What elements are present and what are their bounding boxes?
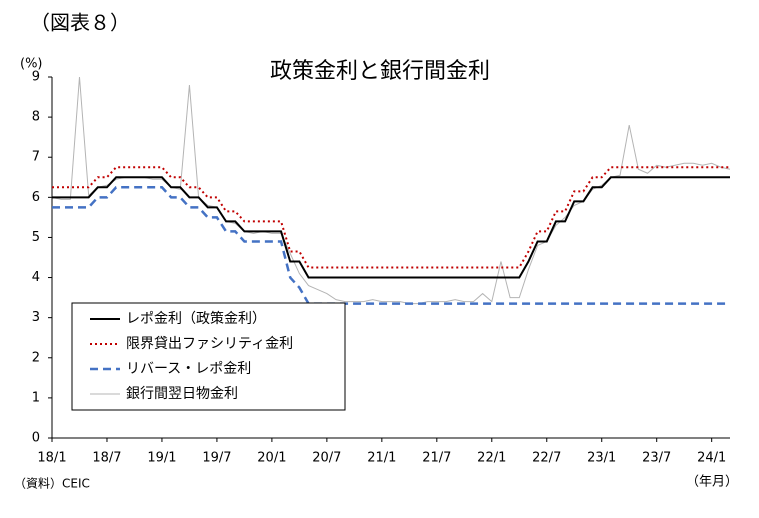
legend-label: リバース・レポ金利 (126, 361, 251, 377)
y-tick-label: 8 (32, 110, 40, 125)
y-tick-label: 4 (32, 270, 40, 285)
y-tick-label: 3 (32, 310, 40, 325)
y-tick-label: 9 (32, 70, 40, 85)
figure-label: （図表８） (30, 11, 130, 35)
y-tick-label: 0 (32, 431, 40, 446)
y-tick-label: 2 (32, 350, 40, 365)
y-axis-label: (%) (20, 57, 43, 72)
legend-label: レポ金利（政策金利） (126, 310, 266, 327)
y-tick-label: 5 (32, 230, 40, 245)
x-tick-label: 19/7 (202, 451, 231, 466)
y-tick-label: 7 (32, 150, 40, 165)
series-line (51, 76, 731, 305)
legend-label: 銀行間翌日物金利 (126, 386, 238, 402)
legend-label: 限界貸出ファシリティ金利 (126, 336, 293, 352)
source: （資料）CEIC (14, 477, 90, 491)
x-tick-label: 21/7 (422, 451, 451, 466)
series-line (52, 176, 730, 279)
x-tick-label: 21/1 (367, 451, 396, 466)
chart-title: 政策金利と銀行間金利 (270, 59, 490, 84)
x-tick-label: 23/7 (642, 451, 671, 466)
x-tick-label: 24/1 (697, 451, 726, 466)
series-line (52, 166, 730, 269)
x-tick-label: 20/1 (257, 451, 286, 466)
x-tick-label: 22/1 (477, 451, 506, 466)
x-tick-label: 23/1 (587, 451, 616, 466)
x-tick-label: 20/7 (312, 451, 341, 466)
x-tick-label: 19/1 (147, 451, 176, 466)
legend-box (71, 302, 346, 411)
x-tick-label: 18/7 (92, 451, 121, 466)
x-tick-label: 22/7 (532, 451, 561, 466)
x-axis-label: （年月） (686, 475, 738, 490)
x-tick-label: 18/1 (37, 451, 66, 466)
series-line (52, 186, 730, 305)
y-tick-label: 6 (32, 190, 40, 205)
y-tick-label: 1 (32, 390, 40, 405)
